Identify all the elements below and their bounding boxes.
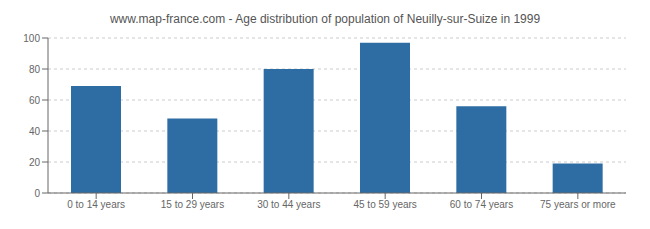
svg-text:0: 0 — [34, 188, 40, 199]
svg-text:40: 40 — [29, 126, 41, 137]
html-text:www.map-france.com - Age distr: www.map-france.com - Age distribution of… — [109, 12, 541, 26]
svg-text:0 to 14 years: 0 to 14 years — [67, 199, 125, 210]
svg-text:80: 80 — [29, 64, 41, 75]
svg-text:45 to 59 years: 45 to 59 years — [353, 199, 416, 210]
svg-text:15 to 29 years: 15 to 29 years — [161, 199, 224, 210]
svg-text:60 to 74 years: 60 to 74 years — [450, 199, 513, 210]
svg-text:30 to 44 years: 30 to 44 years — [257, 199, 320, 210]
svg-text:20: 20 — [29, 157, 41, 168]
svg-text:75 years or more: 75 years or more — [540, 199, 616, 210]
svg-text:100: 100 — [23, 33, 40, 44]
svg-text:60: 60 — [29, 95, 41, 106]
